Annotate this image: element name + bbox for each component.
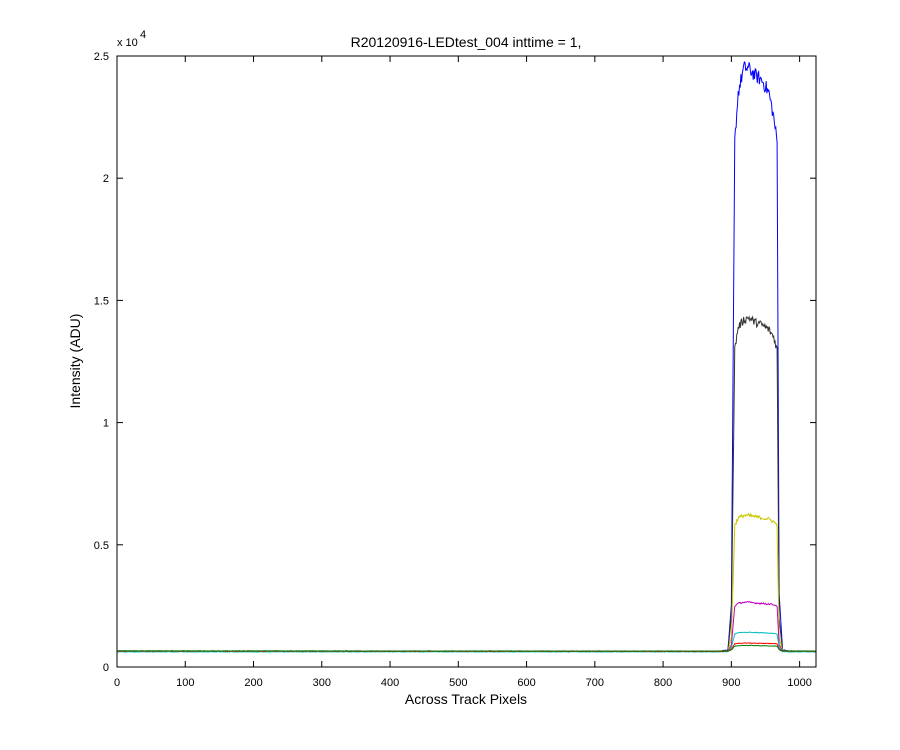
- x-tick-label: 900: [722, 677, 740, 689]
- y-tick-label: 1: [103, 418, 109, 430]
- x-tick-label: 600: [517, 677, 535, 689]
- y-tick-label: 0: [103, 662, 109, 674]
- x-tick-label: 100: [176, 677, 194, 689]
- x-axis-label: Across Track Pixels: [405, 691, 527, 707]
- tick-layer: 0 100 200 300 400 500 600 700 800 900 1000 0 0.5 1 1.5…: [94, 51, 816, 689]
- plot-area: [117, 56, 816, 667]
- axes-box: [116, 55, 817, 668]
- chart-title: R20120916-LEDtest_004 inttime = 1,: [351, 34, 582, 50]
- x-tick-label: 0: [114, 677, 120, 689]
- x-tick-label: 300: [313, 677, 331, 689]
- y-tick-label: 0.5: [94, 540, 109, 552]
- x-tick-label: 200: [244, 677, 262, 689]
- y-tick-label: 2.5: [94, 51, 109, 63]
- series-line-6: [116, 644, 817, 652]
- y-exponent-base: x 10: [117, 37, 138, 49]
- series-layer: [116, 60, 817, 653]
- x-tick-label: 700: [586, 677, 604, 689]
- series-line-4: [116, 631, 817, 653]
- y-tick-label: 2: [103, 173, 109, 185]
- y-tick-label: 1.5: [94, 295, 109, 307]
- x-tick-label: 400: [381, 677, 399, 689]
- y-axis-label: Intensity (ADU): [67, 314, 83, 409]
- x-tick-label: 500: [449, 677, 467, 689]
- y-exponent-power: 4: [140, 29, 146, 41]
- x-tick-label: 1000: [787, 677, 811, 689]
- x-tick-label: 800: [654, 677, 672, 689]
